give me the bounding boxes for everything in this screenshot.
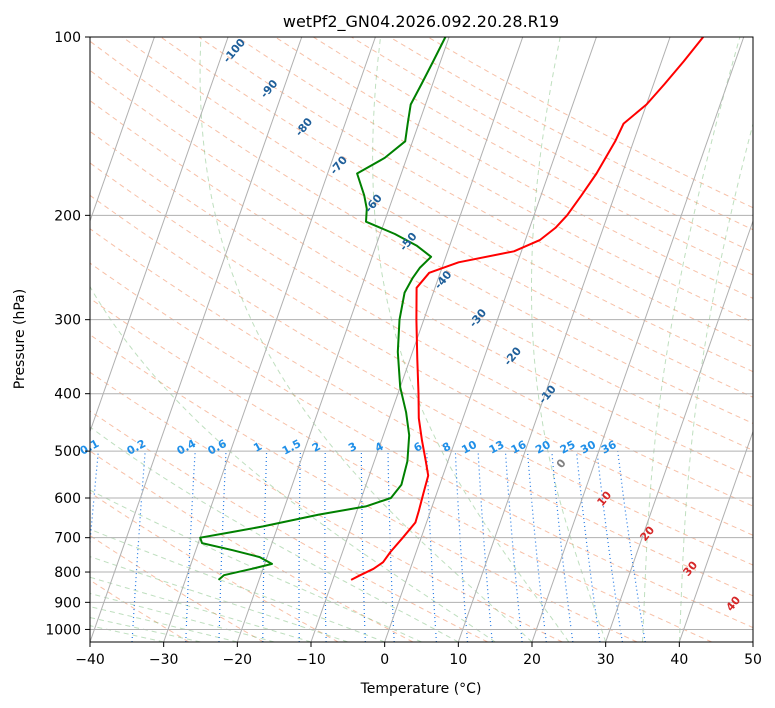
axis-ticks: −40 −30 −20 −10 0 10 20 30 40 50 100 200 300 400 500 60… [45,30,762,668]
dry-adiabat-line [90,410,488,642]
y-tick-label: 700 [54,531,81,547]
y-tick-label: 100 [54,30,81,46]
mixing-ratio-label: 16 [509,438,529,457]
x-tick-label: 50 [744,652,762,668]
dry-adiabat-line [90,130,753,507]
isotherm-line [90,37,303,642]
x-tick-label: 30 [597,652,615,668]
moist-adiabat-line [678,122,753,642]
mixing-ratio-line [575,451,601,642]
profile-lines [199,37,704,581]
y-tick-label: 800 [54,565,81,581]
isotherm-line [605,219,753,642]
dry-adiabat-line [90,262,753,629]
mixing-ratio-label: 36 [599,438,619,457]
x-tick-label: −20 [223,652,253,668]
mixing-ratio-label: 25 [558,438,578,457]
dry-adiabat-line [160,37,753,373]
dry-adiabat-line [90,492,339,642]
dry-adiabat-line [90,162,753,536]
dry-adiabat-line [236,37,753,323]
y-tick-label: 600 [54,491,81,507]
y-tick-label: 1000 [45,622,81,638]
mixing-ratio-line [477,451,493,642]
moist-adiabat-line [372,37,570,642]
moist-adiabat-line [642,37,741,642]
isotherm-line [678,430,753,642]
dry-adiabat-line [122,37,753,398]
y-tick-label: 200 [54,208,81,224]
moist-adiabat-line [90,426,459,642]
chart-title: wetPf2_GN04.2026.092.20.28.R19 [283,12,559,32]
isotherm-line [384,37,597,642]
isotherm-line [163,37,376,642]
dry-adiabat-line [90,297,712,642]
x-axis-label: Temperature (°C) [360,681,482,697]
plot-frame [89,36,754,643]
moist-adiabat-line [199,37,533,642]
isotherm-line [531,37,745,642]
y-tick-label: 400 [54,387,81,403]
moist-adiabat-line [531,37,607,642]
y-tick-label: 300 [54,313,81,329]
dewpoint-profile-line [199,37,447,581]
isotherm-line [236,37,450,642]
dry-adiabat-line [90,99,753,479]
moist-adiabat-line [90,592,275,642]
dry-adiabat-line [90,228,753,597]
x-tick-label: 10 [449,652,467,668]
isotherm-line [90,37,155,223]
temperature-profile-line [350,37,704,581]
x-tick-label: 40 [670,652,688,668]
x-tick-label: −30 [149,652,179,668]
dry-adiabat-line [90,371,563,642]
dry-adiabat-line [90,534,264,642]
mixing-ratio-line [504,451,523,642]
x-tick-label: 0 [380,652,389,668]
moist-adiabat-line [90,285,496,642]
isotherm-line [457,37,671,642]
dry-adiabat-line [90,69,753,451]
y-axis-label: Pressure (hPa) [12,289,28,389]
mixing-ratio-line [526,451,547,642]
mixing-ratio-line [90,451,99,550]
moist-adiabat-line [90,528,385,642]
mixing-ratio-label: 10 [459,438,479,457]
dry-adiabat-line [90,40,753,425]
background-lines [90,37,753,642]
mixing-ratio-line [551,451,574,642]
x-tick-label: −10 [296,652,326,668]
y-tick-label: 500 [54,444,81,460]
y-tick-label: 900 [54,595,81,611]
x-tick-label: 20 [523,652,541,668]
mixing-ratio-label: 30 [578,438,598,457]
mixing-ratio-label: 20 [533,438,553,457]
isotherm-line [90,37,229,434]
mixing-ratio-label: 13 [487,438,507,457]
x-tick-label: −40 [75,652,105,668]
moist-adiabat-line [90,489,422,642]
grid [90,37,753,642]
